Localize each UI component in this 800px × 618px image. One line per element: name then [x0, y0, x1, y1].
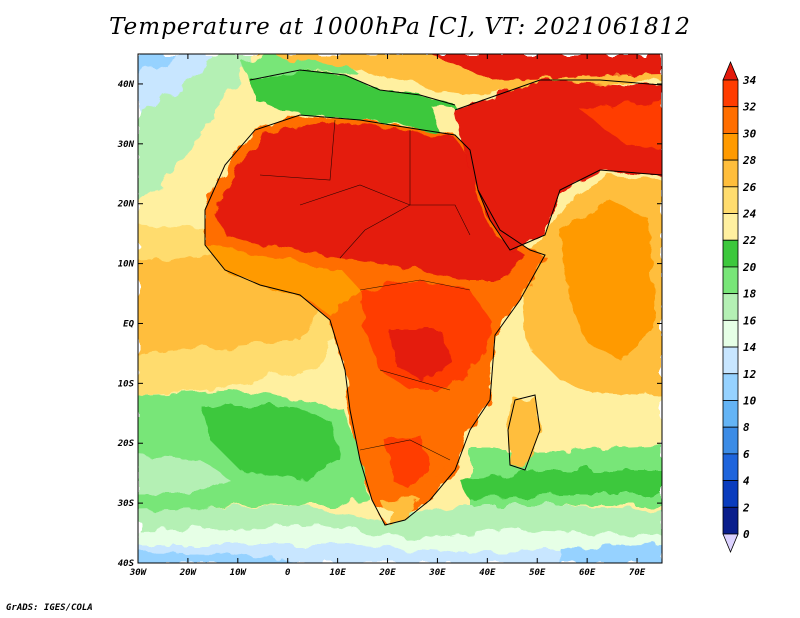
colorbar-label: 24 [742, 208, 757, 221]
lat-tick-label: 20S [117, 439, 135, 449]
colorbar-label: 30 [742, 127, 757, 140]
colorbar-swatch [722, 159, 739, 188]
credit-text: GrADS: IGES/COLA [6, 603, 93, 613]
lon-tick-label: 60E [579, 568, 596, 578]
colorbar-label: 26 [742, 181, 757, 194]
lat-tick-label: 20N [117, 200, 135, 210]
colorbar-swatch [722, 213, 739, 241]
colorbar-swatch [722, 293, 739, 321]
lon-tick-label: 20W [179, 568, 198, 578]
lat-tick-label: 30S [117, 499, 135, 509]
lon-axis: 30W 20W 10W 0 10E 20E 30E 40E 50E 60E 70E [129, 54, 646, 578]
colorbar-label: 12 [743, 368, 757, 381]
colorbar-top-triangle [722, 60, 739, 81]
lat-axis: 40N 30N 20N 10N EQ 10S 20S 30S 40S [117, 80, 662, 569]
lon-tick-label: 50E [529, 568, 546, 578]
lon-tick-label: 10W [230, 568, 248, 578]
lat-tick-label: 10N [118, 260, 135, 270]
colorbar-label: 20 [742, 261, 757, 274]
coastlines [204, 69, 662, 526]
colorbar-label: 14 [743, 341, 757, 354]
colorbar-swatch [722, 400, 739, 428]
colorbar-label: 18 [743, 288, 757, 301]
lat-tick-label: 40S [118, 559, 135, 569]
colorbar-label: 4 [743, 475, 750, 488]
map-title: Temperature at 1000hPa [C], VT: 20210618… [109, 14, 691, 40]
lon-tick-label: 30E [428, 568, 446, 578]
lat-tick-label: 30N [117, 140, 135, 150]
colorbar-swatch [722, 319, 739, 348]
lon-tick-label: 20E [378, 568, 396, 578]
colorbar-swatch [722, 106, 739, 134]
colorbar-swatch [722, 426, 739, 455]
colorbar-label: 6 [743, 448, 750, 461]
lon-tick-label: 30W [129, 568, 148, 578]
colorbar-swatch [722, 239, 739, 268]
country-borders [259, 119, 471, 461]
lat-tick-label: EQ [123, 319, 134, 329]
lon-tick-label: 70E [629, 568, 646, 578]
colorbar-swatch [722, 506, 739, 535]
colorbar-label: 8 [743, 421, 750, 434]
map-field [138, 54, 662, 563]
colorbar-label: 22 [742, 234, 757, 247]
colorbar-label: 32 [742, 101, 757, 114]
colorbar-swatch [722, 373, 739, 401]
colorbar-swatch [722, 266, 739, 295]
lat-tick-label: 40N [118, 80, 135, 90]
colorbar-swatch [722, 133, 739, 161]
colorbar-label: 34 [742, 74, 757, 87]
plot-frame [137, 53, 663, 564]
lon-tick-label: 10E [329, 568, 346, 578]
lon-tick-label: 40E [479, 568, 496, 578]
lat-tick-label: 10S [118, 379, 135, 389]
colorbar-swatch [722, 480, 739, 508]
colorbar-swatch [722, 79, 739, 108]
colorbar-label: 0 [743, 528, 750, 541]
colorbar-label: 28 [742, 154, 757, 167]
colorbar-label: 10 [743, 394, 757, 407]
colorbar-swatch [722, 186, 739, 214]
colorbar-bottom-triangle [722, 533, 739, 554]
colorbar-swatch [722, 453, 739, 481]
lon-tick-label: 0 [285, 568, 291, 578]
colorbar-swatch [722, 346, 739, 375]
colorbar-label: 16 [743, 314, 757, 327]
colorbar-label: 2 [742, 501, 750, 514]
